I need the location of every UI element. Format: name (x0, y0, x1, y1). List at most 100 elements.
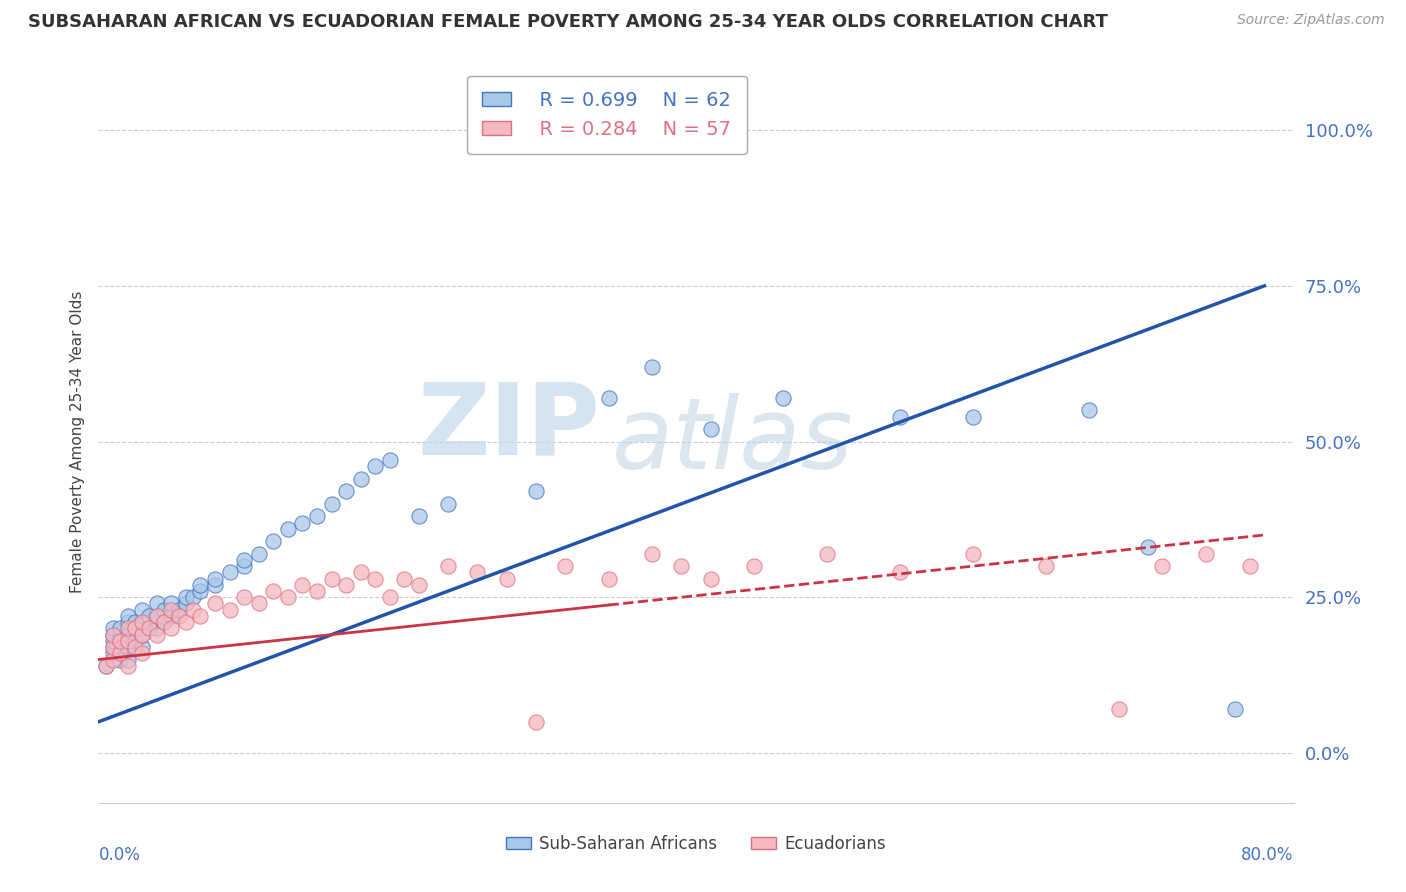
Point (204, 597, 226, 611)
Point (277, 522, 299, 536)
Point (110, 652, 132, 666)
Point (117, 609, 139, 624)
Point (305, 509, 328, 524)
Point (174, 615, 197, 630)
Point (889, 409, 911, 424)
Point (1035, 559, 1057, 574)
Point (321, 497, 343, 511)
Point (671, 559, 693, 574)
Point (1239, 559, 1261, 574)
Point (742, 559, 765, 574)
Point (350, 566, 373, 580)
Point (101, 627, 124, 641)
Point (233, 553, 256, 567)
Point (131, 640, 153, 654)
Point (1195, 547, 1218, 561)
Point (101, 646, 124, 660)
Point (110, 633, 132, 648)
Point (962, 547, 984, 561)
Point (117, 658, 139, 673)
Point (321, 572, 343, 586)
Point (247, 547, 270, 561)
Point (110, 621, 132, 635)
Point (131, 615, 153, 630)
Point (305, 584, 328, 599)
Point (815, 547, 838, 561)
Point (181, 591, 204, 605)
Point (101, 633, 124, 648)
Point (962, 409, 984, 424)
Point (1136, 541, 1159, 555)
Point (190, 584, 212, 599)
Text: 80.0%: 80.0% (1241, 847, 1294, 864)
Point (131, 646, 153, 660)
Point (233, 559, 256, 574)
Point (131, 603, 153, 617)
Point (124, 633, 146, 648)
Point (378, 453, 401, 467)
Point (437, 559, 460, 574)
Point (101, 640, 124, 654)
Point (101, 652, 124, 666)
Point (94, 658, 117, 673)
Text: SUBSAHARAN AFRICAN VS ECUADORIAN FEMALE POVERTY AMONG 25-34 YEAR OLDS CORRELATIO: SUBSAHARAN AFRICAN VS ECUADORIAN FEMALE … (28, 13, 1108, 31)
Point (378, 591, 401, 605)
Point (641, 359, 664, 374)
Point (889, 566, 911, 580)
Point (364, 459, 387, 474)
Point (1152, 559, 1174, 574)
Point (131, 615, 153, 630)
Point (598, 391, 620, 405)
Point (1225, 702, 1247, 716)
Point (145, 597, 167, 611)
Point (124, 640, 146, 654)
Point (117, 633, 139, 648)
Point (190, 609, 212, 624)
Point (117, 615, 139, 630)
Point (138, 621, 160, 635)
Point (117, 621, 139, 635)
Point (247, 597, 270, 611)
Point (145, 609, 167, 624)
Point (117, 627, 139, 641)
Point (145, 621, 167, 635)
Text: ZIP: ZIP (418, 378, 600, 475)
Point (110, 633, 132, 648)
Point (204, 578, 226, 592)
Point (145, 609, 167, 624)
Point (277, 591, 299, 605)
Point (598, 572, 620, 586)
Point (167, 603, 190, 617)
Point (101, 640, 124, 654)
Point (524, 484, 547, 499)
Point (495, 572, 517, 586)
Point (437, 497, 460, 511)
Point (101, 627, 124, 641)
Point (160, 603, 183, 617)
Point (772, 391, 794, 405)
Point (262, 534, 284, 549)
Point (262, 584, 284, 599)
Point (174, 591, 197, 605)
Point (335, 578, 357, 592)
Point (124, 621, 146, 635)
Point (641, 547, 664, 561)
Point (190, 578, 212, 592)
Point (350, 472, 373, 486)
Point (153, 615, 176, 630)
Point (117, 652, 139, 666)
Point (394, 572, 416, 586)
Point (699, 422, 721, 436)
Point (94, 658, 117, 673)
Point (699, 572, 721, 586)
Point (524, 714, 547, 729)
Point (124, 615, 146, 630)
Text: Source: ZipAtlas.com: Source: ZipAtlas.com (1237, 13, 1385, 28)
Point (554, 559, 576, 574)
Point (145, 627, 167, 641)
Point (131, 627, 153, 641)
Text: atlas: atlas (613, 393, 853, 490)
Point (153, 615, 176, 630)
Point (408, 578, 430, 592)
Point (131, 627, 153, 641)
